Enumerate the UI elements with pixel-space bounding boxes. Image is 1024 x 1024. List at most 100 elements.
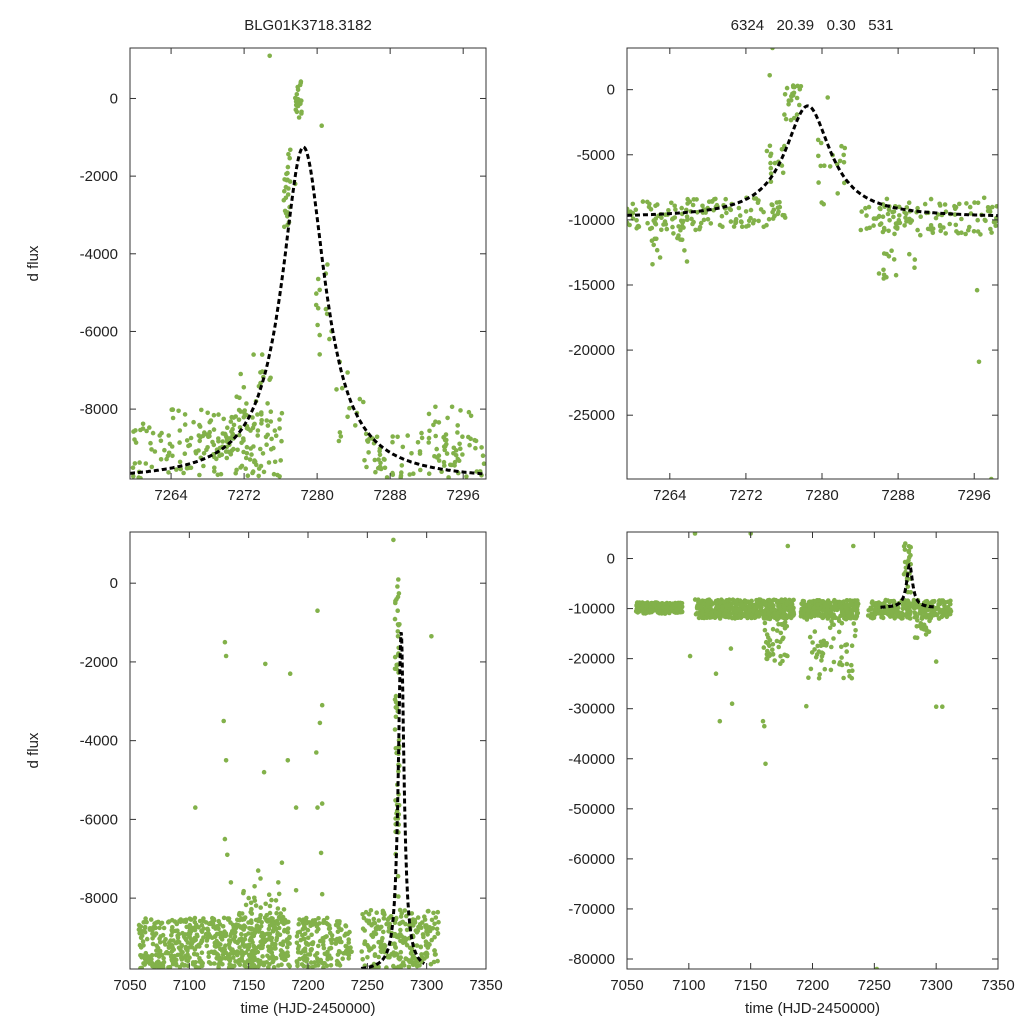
data-point (436, 453, 442, 458)
data-point (353, 423, 358, 428)
data-point (214, 456, 219, 462)
panel-full-overview: 7050 7100 7150 7200 7250 7300 7350 0 -10000 -2000… (568, 531, 1015, 1017)
data-point (648, 608, 654, 613)
data-point (765, 641, 771, 646)
data-point (176, 408, 181, 414)
data-point (362, 458, 367, 463)
data-point (267, 931, 273, 937)
data-point (191, 419, 196, 425)
data-point (300, 933, 305, 938)
data-point (843, 642, 848, 648)
data-point (841, 152, 846, 158)
data-point (627, 206, 630, 212)
data-point (217, 445, 223, 451)
data-point (221, 915, 227, 921)
model-curve (880, 563, 935, 609)
data-point (235, 940, 240, 946)
data-point (695, 210, 700, 215)
data-point (758, 611, 764, 617)
data-point (797, 102, 802, 108)
data-point (317, 352, 323, 357)
data-point (245, 473, 251, 479)
data-point (251, 352, 256, 357)
data-point (317, 287, 323, 293)
data-point (730, 606, 735, 611)
data-point (908, 544, 913, 550)
data-point (915, 205, 920, 211)
x-tick-label: 7100 (173, 977, 206, 994)
data-point (766, 651, 772, 656)
data-point (174, 921, 180, 927)
data-point (260, 451, 266, 456)
data-point (885, 211, 891, 217)
data-point (163, 950, 169, 956)
data-point (237, 945, 242, 950)
data-point (405, 433, 411, 438)
data-point (652, 220, 658, 225)
data-point (362, 928, 368, 933)
data-point (812, 647, 817, 652)
data-point (166, 470, 171, 475)
data-point (891, 214, 896, 220)
data-point (841, 675, 846, 681)
data-point (785, 653, 790, 659)
data-point (877, 205, 882, 211)
data-point (851, 606, 856, 611)
data-point (779, 147, 785, 152)
data-point (663, 212, 668, 217)
data-point (271, 965, 277, 969)
data-point (458, 446, 463, 452)
data-point (138, 953, 144, 959)
data-point (829, 613, 834, 619)
data-point (953, 204, 959, 210)
data-point (252, 930, 257, 936)
data-point (216, 412, 221, 417)
x-tick-label: 7100 (672, 977, 705, 994)
data-point (869, 600, 875, 606)
data-point (845, 610, 850, 615)
y-tick-label: -20000 (568, 342, 615, 359)
data-points (633, 532, 954, 969)
data-point (174, 957, 179, 963)
data-point (162, 447, 167, 453)
data-point (305, 952, 311, 957)
data-point (466, 409, 472, 415)
data-point (243, 466, 248, 472)
data-point (406, 964, 412, 969)
data-point (302, 925, 308, 931)
data-point (318, 850, 324, 856)
data-point (207, 433, 212, 439)
data-point (886, 228, 891, 234)
x-tick-label: 7200 (796, 977, 829, 994)
data-point (279, 410, 285, 416)
data-point (894, 226, 900, 231)
data-point (216, 439, 221, 444)
data-points (130, 53, 486, 479)
data-point (816, 180, 821, 185)
data-point (878, 221, 884, 226)
data-point (455, 423, 461, 428)
y-tick-label: -8000 (80, 401, 118, 418)
data-point (780, 599, 785, 604)
data-point (411, 923, 416, 928)
data-point (925, 607, 931, 613)
data-point (205, 410, 210, 416)
data-point (255, 433, 260, 438)
data-point (837, 158, 843, 164)
data-point (975, 200, 981, 206)
data-point (633, 207, 639, 212)
data-point (228, 419, 234, 424)
data-point (637, 600, 642, 605)
data-point (778, 630, 784, 636)
data-point (818, 643, 824, 648)
data-point (724, 598, 729, 603)
data-point (224, 455, 230, 461)
data-point (281, 921, 287, 926)
data-point (762, 723, 767, 729)
data-point (157, 925, 162, 931)
data-point (228, 920, 233, 925)
data-point (269, 937, 274, 943)
data-point (286, 186, 291, 191)
data-point (269, 916, 274, 921)
data-point (163, 937, 168, 942)
